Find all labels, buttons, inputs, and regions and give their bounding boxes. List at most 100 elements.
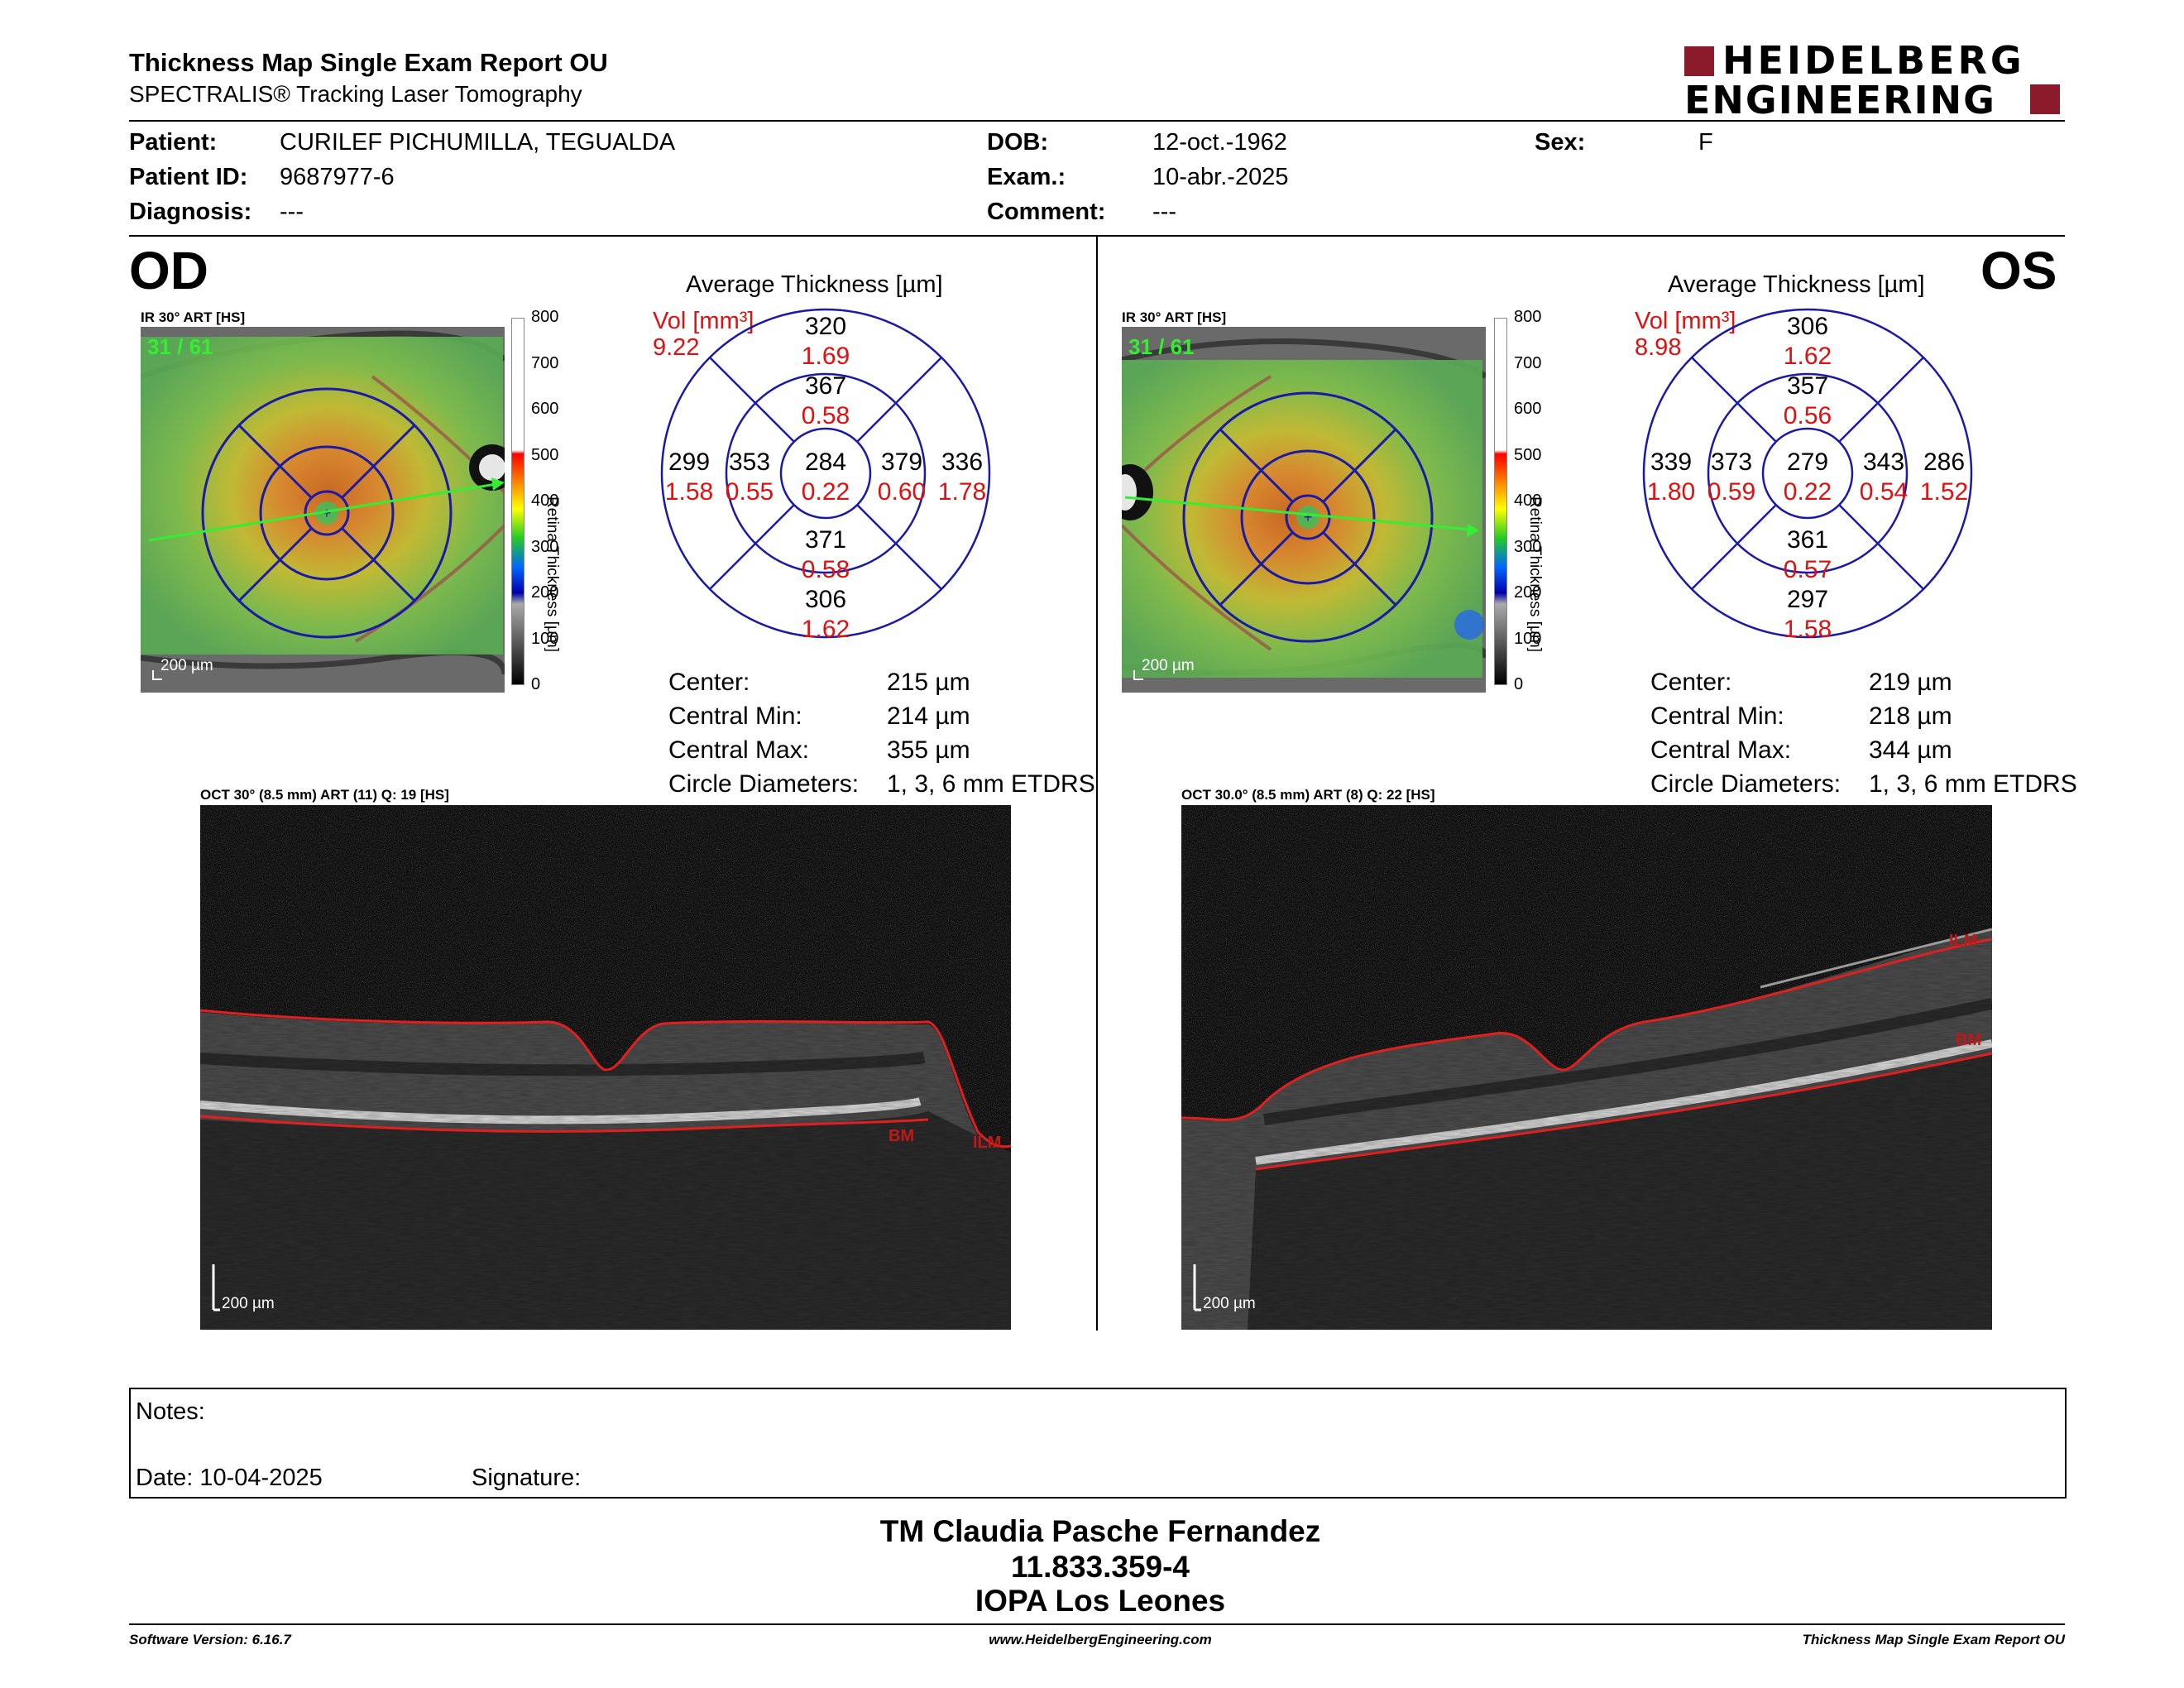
os-ir-scale: 200 µm — [1142, 657, 1195, 674]
diagnosis-label: Diagnosis: — [129, 199, 252, 225]
report-subtitle: SPECTRALIS® Tracking Laser Tomography — [129, 81, 582, 107]
os-stat-label: Central Min: — [1650, 703, 1784, 730]
notes-label: Notes: — [136, 1398, 205, 1425]
od-grid-volume-outer-sup: 1.69 — [801, 343, 850, 370]
os-colorbar-tick: 700 — [1514, 353, 1542, 372]
os-grid-volume-inner-right: 0.54 — [1859, 478, 1909, 506]
os-colorbar-tick: 500 — [1514, 445, 1542, 464]
os-grid-thickness-inner-left: 373 — [1710, 448, 1753, 476]
od-stat-label: Central Min: — [668, 703, 802, 730]
os-ir-caption: IR 30° ART [HS] — [1122, 309, 1227, 325]
os-colorbar-tick: 600 — [1514, 400, 1542, 418]
od-grid-thickness-inner-left: 353 — [728, 448, 771, 476]
os-grid-thickness-outer-left: 339 — [1650, 448, 1693, 476]
signer-id: 11.833.359-4 — [1010, 1550, 1190, 1584]
od-grid-thickness-inner-inf: 371 — [804, 526, 847, 554]
os-vol-value: 8.98 — [1635, 334, 1682, 361]
logo-line1: HEIDELBERG — [1722, 38, 2025, 83]
od-eye-label: OD — [129, 241, 208, 300]
od-stat-label: Center: — [668, 669, 750, 696]
os-stat-label: Circle Diameters: — [1650, 770, 1842, 798]
od-etdrs-overlay: + — [148, 387, 505, 639]
os-colorbar-tick: 200 — [1514, 583, 1542, 602]
sex-value: F — [1698, 129, 1713, 156]
os-grid-volume-outer-sup: 1.62 — [1783, 343, 1832, 370]
header-divider — [129, 120, 2065, 122]
od-stat-value: 214 µm — [887, 703, 970, 730]
os-grid-volume-center: 0.22 — [1783, 478, 1832, 506]
od-ir-caption: IR 30° ART [HS] — [141, 309, 246, 325]
os-oct-caption: OCT 30.0° (8.5 mm) ART (8) Q: 22 [HS] — [1181, 787, 1435, 803]
os-frame-counter: 31 / 61 — [1128, 334, 1195, 359]
exam-label: Exam.: — [987, 164, 1066, 190]
os-grid-thickness-inner-right: 343 — [1862, 448, 1905, 476]
footer-website[interactable]: www.HeidelbergEngineering.com — [989, 1632, 1212, 1647]
os-grid-volume-outer-inf: 1.58 — [1783, 616, 1832, 643]
od-oct-svg — [200, 805, 1011, 1330]
os-grid-volume-outer-right: 1.52 — [1919, 478, 1969, 506]
os-vol-label: Vol [mm³] — [1635, 308, 1736, 334]
os-eye-label: OS — [1980, 241, 2057, 300]
od-colorbar-tick: 500 — [531, 445, 559, 464]
od-grid-volume-inner-sup: 0.58 — [801, 402, 850, 429]
od-grid-volume-inner-inf: 0.58 — [801, 556, 850, 583]
os-ir-scale-bar — [1133, 670, 1143, 680]
od-oct-scale: 200 µm — [222, 1295, 275, 1312]
footer-divider — [129, 1623, 2065, 1625]
os-stat-label: Central Max: — [1650, 736, 1792, 764]
os-etdrs-overlay: + — [1124, 391, 1479, 643]
od-colorbar-tick: 600 — [531, 400, 559, 418]
od-stat-value: 1, 3, 6 mm ETDRS — [887, 770, 1095, 798]
os-grid-thickness-inner-sup: 357 — [1786, 372, 1829, 400]
heidelberg-logo: HEIDELBERG ENGINEERING — [1684, 38, 2065, 122]
od-colorbar-tick: 200 — [531, 583, 559, 602]
od-stat-label: Central Max: — [668, 736, 810, 764]
logo-square-icon — [1684, 46, 1714, 76]
patient-name: CURILEF PICHUMILLA, TEGUALDA — [280, 129, 676, 156]
os-stat-value: 218 µm — [1869, 703, 1952, 730]
od-vol-label: Vol [mm³] — [653, 308, 754, 334]
os-oct-svg — [1181, 805, 1992, 1330]
comment-label: Comment: — [987, 199, 1106, 225]
od-colorbar-title: Retina Thickness [µm] — [544, 496, 561, 652]
os-bm-label: BM — [1956, 1031, 1982, 1049]
os-colorbar-tick: 100 — [1514, 629, 1542, 648]
os-grid-thickness-inner-inf: 361 — [1786, 526, 1829, 554]
od-grid-thickness-outer-right: 336 — [941, 448, 984, 476]
od-stat-label: Circle Diameters: — [668, 770, 860, 798]
os-stat-value: 1, 3, 6 mm ETDRS — [1869, 770, 2077, 798]
os-stat-label: Center: — [1650, 669, 1732, 696]
os-grid-volume-inner-inf: 0.57 — [1783, 556, 1832, 583]
od-colorbar-tick: 100 — [531, 629, 559, 648]
os-colorbar-tick: 800 — [1514, 308, 1542, 326]
os-etdrs-chart — [1642, 308, 1973, 639]
od-grid-volume-inner-right: 0.60 — [877, 478, 927, 506]
svg-text:+: + — [1304, 509, 1313, 525]
od-grid-volume-inner-left: 0.55 — [725, 478, 774, 506]
os-stat-value: 219 µm — [1869, 669, 1952, 696]
os-grid-volume-inner-sup: 0.56 — [1783, 402, 1832, 429]
os-colorbar-tick: 0 — [1514, 675, 1524, 693]
od-grid-thickness-outer-inf: 306 — [804, 586, 847, 613]
od-grid-thickness-inner-right: 379 — [880, 448, 923, 476]
logo-line2: ENGINEERING — [1684, 78, 1996, 122]
od-colorbar-tick: 400 — [531, 492, 559, 510]
dob-label: DOB: — [987, 129, 1049, 156]
od-grid-volume-outer-right: 1.78 — [937, 478, 987, 506]
os-colorbar-title: Retina Thickness [µm] — [1526, 496, 1544, 652]
od-grid-volume-center: 0.22 — [801, 478, 850, 506]
notes-box — [129, 1388, 2067, 1499]
od-vol-value: 9.22 — [653, 334, 700, 361]
dob-value: 12-oct.-1962 — [1152, 129, 1287, 156]
os-oct-scale: 200 µm — [1203, 1295, 1256, 1312]
os-stat-value: 344 µm — [1869, 736, 1952, 764]
os-avg-title: Average Thickness [µm] — [1668, 271, 1925, 298]
od-grid-volume-outer-left: 1.58 — [664, 478, 714, 506]
od-avg-title: Average Thickness [µm] — [686, 271, 943, 298]
od-ir-scale: 200 µm — [160, 657, 213, 674]
od-frame-counter: 31 / 61 — [147, 334, 213, 359]
sex-label: Sex: — [1535, 129, 1586, 156]
od-colorbar — [511, 318, 524, 685]
od-colorbar-tick: 300 — [531, 537, 559, 556]
os-grid-thickness-outer-inf: 297 — [1786, 586, 1829, 613]
